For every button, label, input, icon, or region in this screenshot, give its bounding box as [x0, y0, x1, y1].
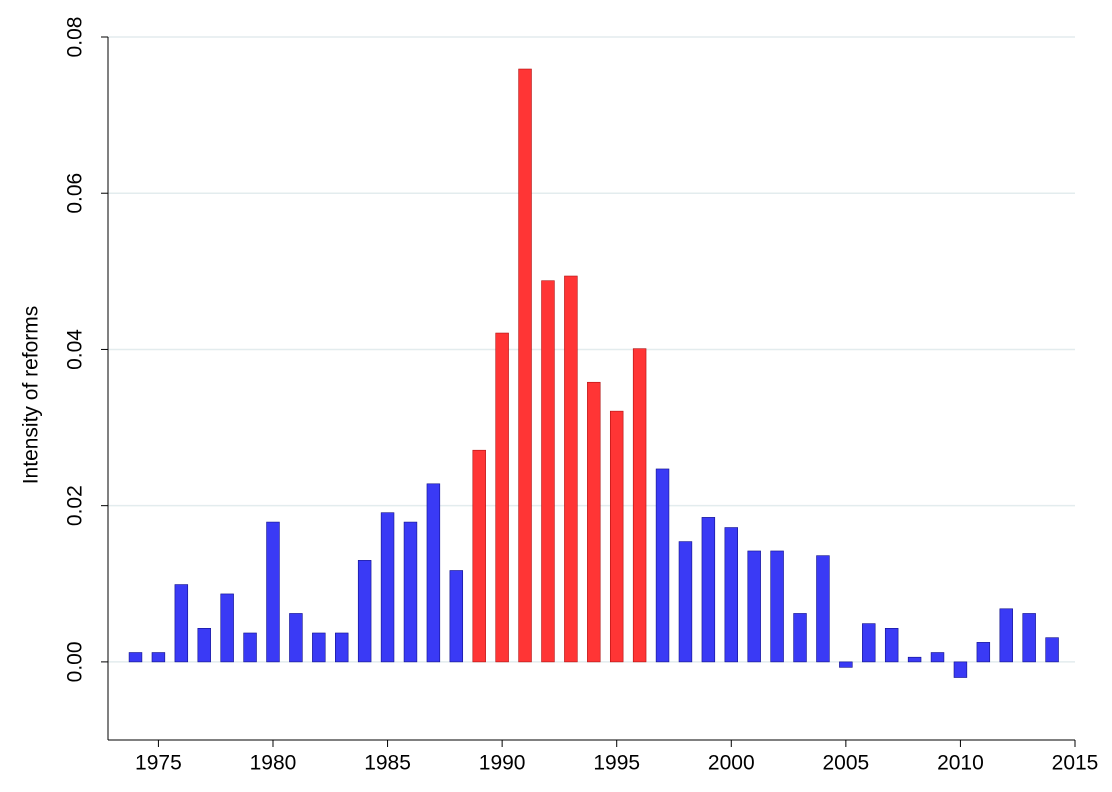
x-tick-label: 2015: [1052, 752, 1099, 775]
bar: [678, 541, 693, 663]
y-axis-label: Intensity of reforms: [20, 306, 43, 485]
bar: [380, 512, 395, 663]
bar: [449, 570, 464, 663]
bar: [151, 652, 166, 663]
bar: [220, 593, 234, 663]
bar: [907, 656, 922, 663]
bar: [426, 483, 441, 663]
bar: [495, 332, 509, 663]
bar: [564, 275, 578, 663]
x-tick-label: 1985: [364, 752, 411, 775]
y-tick-label: 0.04: [64, 329, 87, 370]
bar: [289, 613, 303, 663]
y-tick-label: 0.02: [64, 485, 87, 526]
bar: [930, 652, 945, 663]
bar: [312, 632, 326, 663]
bar: [472, 449, 486, 663]
bar: [541, 280, 555, 663]
bar: [793, 613, 807, 663]
bar: [403, 521, 418, 663]
bar: [243, 632, 257, 663]
x-tick-label: 2000: [708, 752, 755, 775]
bar: [632, 348, 647, 663]
bar: [839, 661, 853, 668]
y-tick-label: 0.08: [64, 17, 87, 58]
x-tick-label: 1975: [135, 752, 182, 775]
bar: [609, 410, 624, 663]
bar: [357, 560, 372, 663]
bar: [266, 521, 280, 663]
y-tick-label: 0.06: [64, 173, 87, 214]
bar: [174, 584, 189, 663]
y-tick-label: 0.00: [64, 641, 87, 682]
bar: [518, 68, 532, 663]
bar: [747, 550, 761, 663]
bar: [862, 623, 876, 663]
bar: [655, 468, 670, 663]
bar: [335, 632, 349, 663]
bar: [770, 550, 784, 663]
bar: [197, 628, 211, 663]
x-tick-label: 1980: [250, 752, 297, 775]
bar: [587, 381, 601, 663]
bar: [816, 555, 830, 663]
x-tick-label: 2005: [822, 752, 869, 775]
bar: [701, 517, 716, 663]
bar: [953, 661, 968, 678]
x-tick-label: 1995: [593, 752, 640, 775]
bar: [1022, 613, 1036, 663]
x-tick-label: 2010: [937, 752, 984, 775]
bar: [999, 608, 1013, 663]
bar: [976, 642, 991, 663]
x-tick-label: 1990: [479, 752, 526, 775]
bar: [884, 628, 899, 663]
bar: [128, 652, 143, 663]
bar: [1045, 637, 1059, 663]
bar: [724, 527, 738, 663]
